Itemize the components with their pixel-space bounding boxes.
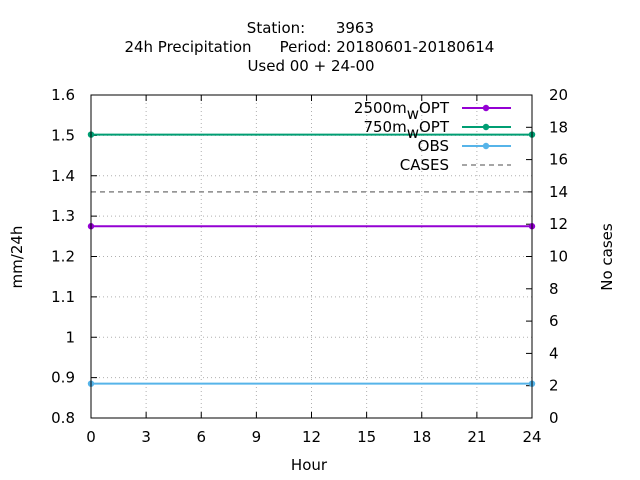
y-tick-label: 1.1 xyxy=(51,288,75,306)
x-tick-label: 15 xyxy=(357,428,376,446)
legend-label-main: 750m xyxy=(363,118,406,136)
series-group xyxy=(87,131,536,387)
title-station-label: Station: xyxy=(247,19,305,37)
y-axis-label: mm/24h xyxy=(8,226,26,289)
plot-frame xyxy=(90,94,533,419)
y-tick-label: 0.9 xyxy=(51,369,75,387)
legend-swatch-point xyxy=(482,104,490,112)
x-tick-label: 12 xyxy=(302,428,321,446)
x-tick-label: 6 xyxy=(196,428,206,446)
title-station-value: 3963 xyxy=(336,19,374,37)
x-tick-label: 3 xyxy=(141,428,151,446)
y2-tick-label: 0 xyxy=(549,409,559,427)
legend-label-subscript: w xyxy=(407,105,419,123)
y2-axis-label: No cases xyxy=(598,223,616,291)
y2-tick-label: 2 xyxy=(549,377,559,395)
y-tick-label: 1.4 xyxy=(51,167,75,185)
y-tick-label: 1.2 xyxy=(51,248,75,266)
title-period: Period: 20180601-20180614 xyxy=(280,38,495,56)
x-tick-label: 24 xyxy=(522,428,541,446)
y2-tick-label: 6 xyxy=(549,312,559,330)
title-used: Used 00 + 24-00 xyxy=(247,57,374,75)
y2-tick-label: 8 xyxy=(549,280,559,298)
x-axis-label: Hour xyxy=(291,456,328,474)
y-tick-label: 1.5 xyxy=(51,126,75,144)
chart-title: Station: 3963 24h Precipitation Period: … xyxy=(124,19,494,75)
legend-label: 2500mwOPT xyxy=(354,99,450,123)
x-tick-label: 9 xyxy=(252,428,262,446)
legend-label-main: 2500m xyxy=(354,99,407,117)
x-tick-label: 21 xyxy=(467,428,486,446)
y-tick-label: 1.6 xyxy=(51,86,75,104)
y2-tick-label: 12 xyxy=(549,215,568,233)
y2-tick-label: 4 xyxy=(549,344,559,362)
legend-label-subscript: w xyxy=(407,124,419,142)
y-tick-label: 1 xyxy=(65,328,75,346)
y2-tick-label: 14 xyxy=(549,183,568,201)
y2-tick-label: 10 xyxy=(549,248,568,266)
legend-swatch-point xyxy=(482,142,490,150)
legend-label: CASES xyxy=(400,156,449,174)
y2-tick-label: 18 xyxy=(549,118,568,136)
legend-swatch-point xyxy=(482,123,490,131)
y-tick-label: 0.8 xyxy=(51,409,75,427)
y-tick-label: 1.3 xyxy=(51,207,75,225)
y2-tick-label: 20 xyxy=(549,86,568,104)
axis-ticks: 0 3 6 9 12 15 18 21 240.80.911.11.21.31.41.51.60… xyxy=(51,86,568,446)
legend-label-tail: OPT xyxy=(419,99,450,117)
y2-tick-label: 16 xyxy=(549,151,568,169)
title-parameter: 24h Precipitation xyxy=(124,38,251,56)
x-tick-label: 18 xyxy=(412,428,431,446)
x-tick-label: 0 xyxy=(86,428,96,446)
legend-label: 750mwOPT xyxy=(363,118,449,142)
grid xyxy=(91,95,532,418)
legend-label-tail: OPT xyxy=(419,118,450,136)
legend-label: OBS xyxy=(418,137,449,155)
